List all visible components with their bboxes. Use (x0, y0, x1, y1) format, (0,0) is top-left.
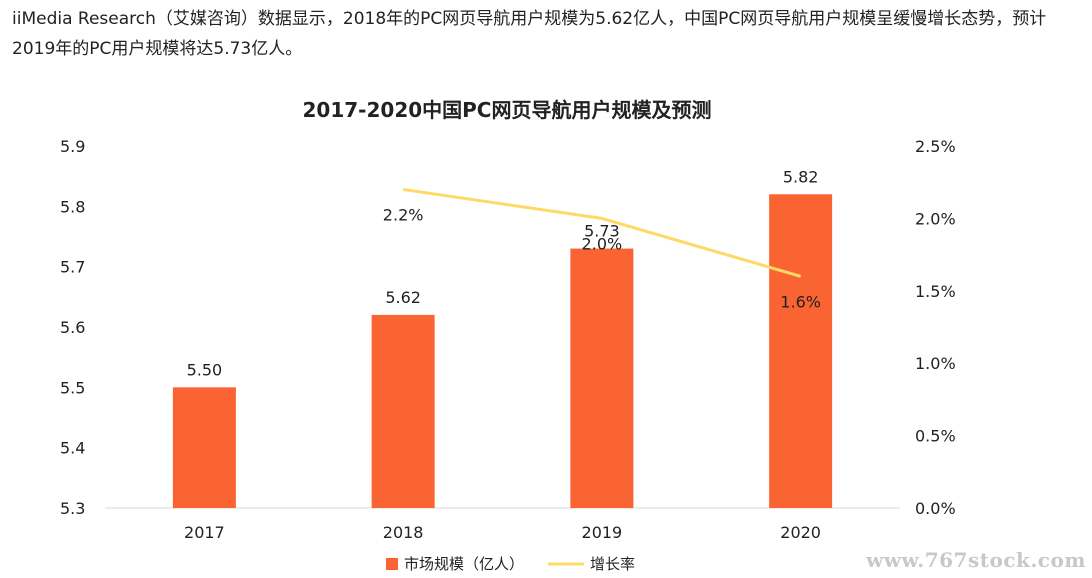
y-left-tick-label: 5.6 (60, 318, 85, 337)
line-data-label: 2.2% (383, 205, 424, 224)
bar (769, 194, 833, 508)
watermark: www.767stock.com (866, 548, 1086, 572)
y-right-tick-label: 2.0% (915, 209, 956, 228)
bar-data-label: 5.73 (584, 222, 620, 241)
y-left-tick-label: 5.4 (60, 439, 85, 458)
y-left-tick-label: 5.5 (60, 378, 85, 397)
bar (172, 387, 236, 508)
bar-data-label: 5.50 (187, 360, 223, 379)
legend-label-bar: 市场规模（亿人） (404, 555, 524, 573)
y-right-tick-label: 1.0% (915, 354, 956, 373)
legend-label-line: 增长率 (590, 555, 635, 573)
bar (371, 314, 435, 508)
line-data-label: 1.6% (780, 292, 821, 311)
y-left-tick-label: 5.7 (60, 258, 85, 277)
y-left-tick-label: 5.3 (60, 499, 85, 518)
intro-paragraph: iiMedia Research（艾媒咨询）数据显示，2018年的PC网页导航用… (12, 9, 1047, 59)
legend: 市场规模（亿人） 增长率 (386, 555, 635, 573)
y-left-tick-label: 5.8 (60, 197, 85, 216)
y-right-tick-label: 0.5% (915, 427, 956, 446)
y-right-tick-label: 1.5% (915, 282, 956, 301)
y-right-tick-label: 0.0% (915, 499, 956, 518)
x-tick-label: 2017 (184, 523, 225, 542)
x-tick-label: 2018 (383, 523, 424, 542)
x-tick-label: 2019 (582, 523, 623, 542)
line-data-label: 2.0% (582, 234, 623, 253)
bar-data-label: 5.82 (783, 167, 819, 186)
y-right-tick-label: 2.5% (915, 137, 956, 156)
x-tick-label: 2020 (780, 523, 821, 542)
legend-swatch-bar (386, 558, 398, 570)
growth-rate-line (402, 187, 802, 278)
y-left-tick-label: 5.9 (60, 137, 85, 156)
bar (570, 248, 634, 509)
chart-title: 2017-2020中国PC网页导航用户规模及预测 (303, 98, 712, 122)
bar-data-label: 5.62 (385, 288, 421, 307)
